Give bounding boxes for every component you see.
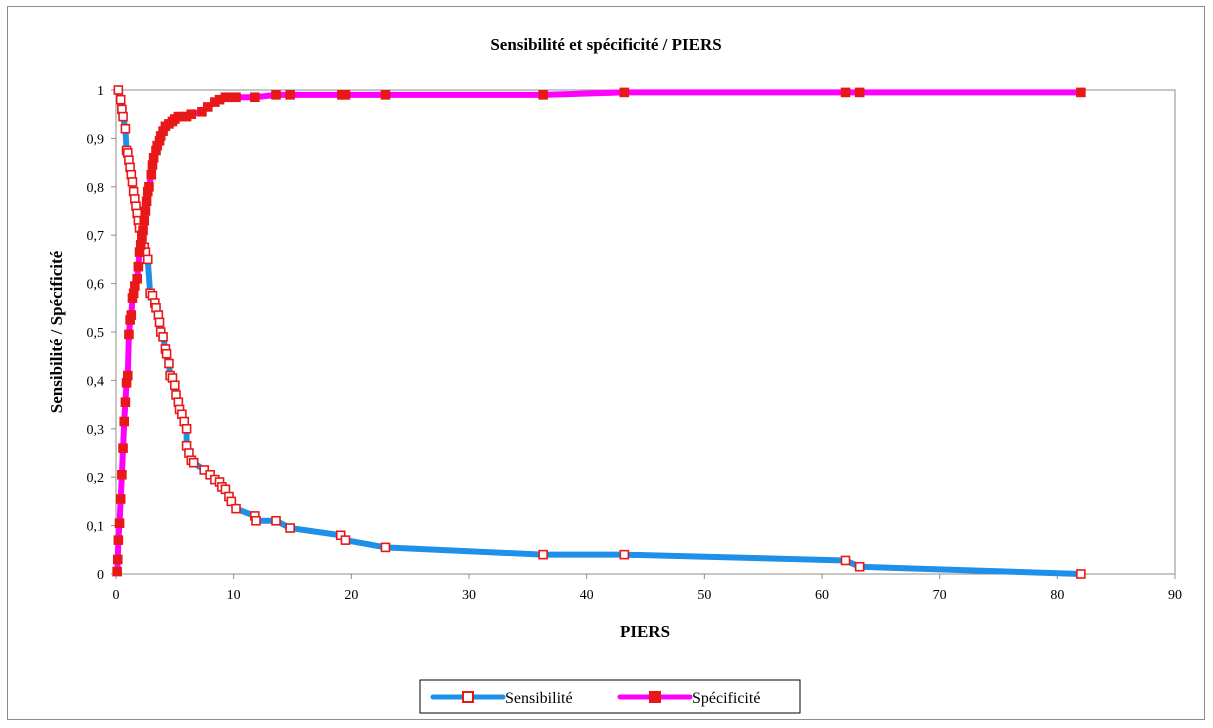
data-point-sensibilite	[120, 123, 131, 134]
data-point-sensibilite	[127, 177, 138, 187]
data-point-sensibilite	[181, 423, 192, 434]
series-layer	[112, 85, 1086, 579]
y-tick-label: 0,2	[87, 471, 105, 486]
data-point-specificite	[144, 182, 154, 192]
data-point-specificite	[140, 206, 151, 216]
data-point-specificite	[250, 92, 260, 103]
data-point-sensibilite	[113, 85, 124, 95]
y-axis-label: Sensibilité / Spécificité	[47, 250, 66, 413]
y-tick-label: 0,7	[87, 229, 105, 244]
x-tick-label: 80	[1050, 588, 1064, 603]
data-point-specificite	[119, 416, 130, 427]
data-point-sensibilite	[285, 523, 295, 533]
x-tick-label: 40	[580, 588, 594, 603]
data-point-specificite	[141, 196, 152, 207]
data-point-specificite	[340, 90, 351, 100]
x-tick-label: 70	[933, 588, 947, 603]
x-tick-label: 60	[815, 588, 829, 603]
data-point-specificite	[271, 90, 281, 100]
data-point-sensibilite	[142, 254, 153, 265]
data-point-sensibilite	[118, 111, 128, 122]
data-point-sensibilite	[161, 348, 172, 359]
y-tick-label: 0,3	[87, 423, 105, 438]
y-tick-label: 0,6	[87, 278, 105, 293]
data-point-specificite	[139, 215, 150, 226]
x-axis: 0 10 20 30 40 50 60 70 80 90	[113, 574, 1182, 603]
data-point-sensibilite	[158, 332, 168, 342]
data-point-sensibilite	[231, 503, 241, 514]
y-tick-label: 0,8	[87, 181, 105, 196]
x-axis-label: PIERS	[620, 622, 670, 641]
data-point-specificite	[113, 535, 124, 545]
x-tick-label: 50	[697, 588, 711, 603]
series-line-specificite	[114, 89, 1084, 575]
data-point-specificite	[124, 329, 134, 340]
data-point-sensibilite	[170, 380, 180, 391]
data-point-specificite	[118, 443, 128, 453]
y-tick-label: 1	[97, 84, 104, 99]
data-point-sensibilite	[115, 94, 126, 105]
plot-area	[115, 89, 1176, 575]
data-point-specificite	[202, 102, 213, 112]
data-point-specificite	[1076, 87, 1086, 98]
y-tick-label: 0,4	[87, 374, 105, 389]
data-point-specificite	[619, 87, 630, 98]
data-point-specificite	[285, 90, 295, 100]
data-point-sensibilite	[1076, 569, 1086, 579]
data-point-sensibilite	[340, 535, 351, 545]
data-point-specificite	[133, 261, 144, 272]
data-point-specificite	[538, 90, 548, 100]
y-axis: 0 0,1 0,2 0,3 0,4 0,5 0,6 0,7 0,8 0,9 1	[87, 84, 116, 583]
chart-title: Sensibilité et spécificité / PIERS	[490, 35, 721, 54]
chart-frame	[7, 6, 1205, 720]
data-point-sensibilite	[840, 555, 851, 566]
x-tick-label: 0	[113, 588, 120, 603]
data-point-sensibilite	[380, 542, 391, 553]
data-point-specificite	[115, 494, 126, 504]
data-point-sensibilite	[854, 561, 865, 572]
legend-label-sensibilite: Sensibilité	[505, 690, 573, 707]
data-point-specificite	[138, 225, 148, 236]
data-point-specificite	[854, 87, 865, 98]
series-points-sensibilite	[113, 85, 1086, 579]
x-tick-label: 90	[1168, 588, 1182, 603]
data-point-sensibilite	[164, 358, 174, 369]
y-tick-label: 0,5	[87, 326, 105, 341]
data-point-sensibilite	[619, 549, 630, 560]
data-point-sensibilite	[154, 317, 165, 328]
data-point-sensibilite	[199, 465, 210, 475]
data-point-sensibilite	[251, 515, 261, 526]
series-line-sensibilite	[115, 87, 1084, 577]
legend-marker-specificite	[649, 691, 661, 703]
data-point-specificite	[112, 554, 123, 565]
data-point-specificite	[840, 87, 851, 98]
x-tick-label: 20	[344, 588, 358, 603]
legend: Sensibilité Spécificité	[419, 679, 801, 714]
data-point-specificite	[146, 169, 157, 180]
data-point-specificite	[186, 109, 197, 119]
data-point-specificite	[112, 566, 122, 577]
legend-marker-sensibilite	[462, 691, 474, 703]
legend-label-specificite: Spécificité	[692, 690, 760, 707]
y-tick-label: 0,9	[87, 132, 105, 147]
data-point-specificite	[122, 370, 133, 381]
data-point-specificite	[120, 397, 131, 407]
data-point-sensibilite	[188, 457, 199, 468]
data-point-sensibilite	[538, 549, 548, 560]
data-point-specificite	[231, 92, 241, 103]
data-point-specificite	[197, 106, 207, 117]
data-point-sensibilite	[271, 515, 281, 526]
y-tick-label: 0,1	[87, 520, 105, 535]
y-tick-label: 0	[97, 568, 104, 583]
data-point-specificite	[114, 518, 125, 528]
data-point-specificite	[380, 90, 391, 100]
data-point-specificite	[132, 273, 142, 284]
x-tick-label: 10	[227, 588, 241, 603]
data-point-specificite	[117, 469, 127, 480]
x-tick-label: 30	[462, 588, 476, 603]
series-points-specificite	[112, 87, 1086, 577]
data-point-specificite	[126, 310, 137, 320]
